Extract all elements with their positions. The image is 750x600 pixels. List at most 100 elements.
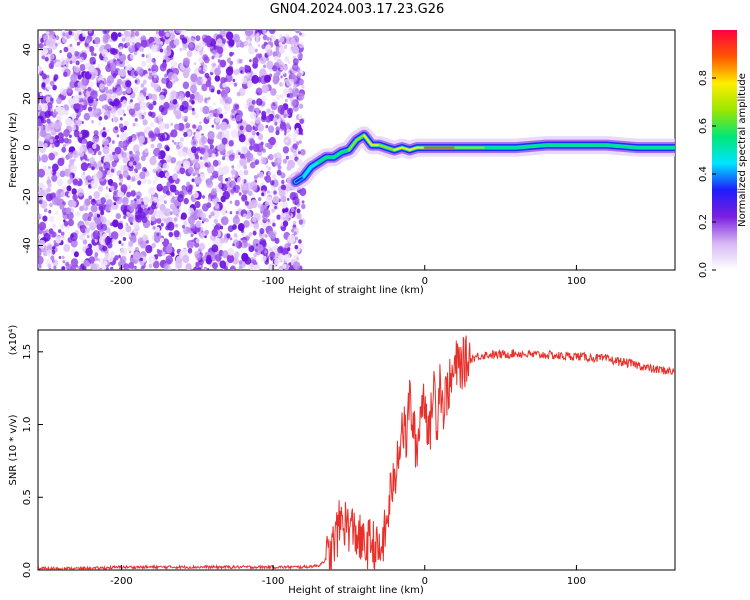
noise-speckle	[128, 161, 134, 167]
noise-speckle	[61, 235, 64, 239]
noise-speckle	[212, 201, 216, 206]
noise-speckle	[229, 200, 233, 204]
noise-speckle	[119, 68, 127, 78]
noise-speckle	[143, 111, 147, 116]
noise-speckle	[134, 246, 139, 252]
noise-speckle	[130, 190, 136, 197]
noise-speckle	[38, 264, 42, 269]
noise-speckle	[275, 130, 280, 136]
noise-speckle	[232, 78, 236, 82]
noise-speckle	[298, 41, 305, 49]
noise-speckle	[82, 171, 86, 175]
noise-speckle	[190, 84, 197, 94]
noise-speckle	[262, 34, 268, 41]
noise-speckle	[51, 192, 57, 199]
noise-speckle	[291, 227, 299, 236]
noise-speckle	[226, 123, 231, 129]
noise-speckle	[275, 126, 281, 132]
noise-speckle	[110, 107, 117, 114]
noise-speckle	[174, 123, 180, 130]
noise-speckle	[167, 102, 175, 111]
noise-speckle	[287, 159, 296, 169]
noise-speckle	[212, 224, 215, 228]
noise-speckle	[135, 162, 142, 170]
y-tick-label: 0.0	[22, 562, 33, 578]
noise-speckle	[248, 42, 253, 47]
noise-speckle	[103, 155, 111, 164]
noise-speckle	[55, 106, 60, 112]
noise-speckle	[99, 236, 107, 246]
noise-speckle	[138, 135, 145, 144]
noise-speckle	[38, 156, 41, 160]
noise-speckle	[65, 207, 72, 215]
noise-speckle	[46, 242, 53, 251]
noise-speckle	[208, 196, 211, 200]
y-tick-label: 40	[22, 43, 33, 56]
noise-speckle	[298, 219, 304, 225]
noise-speckle	[56, 115, 62, 122]
noise-speckle	[157, 162, 162, 167]
noise-speckle	[43, 43, 46, 47]
noise-speckle	[128, 203, 135, 212]
noise-speckle	[199, 156, 203, 160]
noise-speckle	[230, 169, 236, 176]
noise-speckle	[42, 86, 46, 91]
noise-speckle	[73, 33, 79, 40]
noise-speckle	[294, 245, 299, 250]
noise-speckle	[197, 267, 202, 270]
noise-speckle	[240, 145, 248, 155]
noise-speckle	[163, 263, 169, 270]
noise-speckle	[260, 115, 267, 123]
noise-speckle	[79, 133, 83, 138]
noise-speckle	[284, 56, 290, 62]
noise-speckle	[62, 260, 66, 264]
noise-speckle	[239, 41, 245, 48]
noise-speckle	[292, 45, 299, 55]
noise-speckle	[264, 234, 268, 238]
noise-speckle	[151, 44, 158, 53]
noise-speckle	[42, 165, 48, 171]
noise-speckle	[38, 117, 44, 127]
noise-speckle	[171, 95, 174, 100]
noise-speckle	[150, 122, 155, 128]
noise-speckle	[195, 252, 202, 261]
noise-speckle	[42, 215, 48, 222]
noise-speckle	[146, 53, 152, 59]
noise-speckle	[228, 39, 235, 47]
noise-speckle	[75, 211, 81, 217]
top-x-axis-label: Height of straight line (km)	[288, 285, 424, 296]
noise-speckle	[284, 139, 289, 144]
noise-speckle	[121, 33, 124, 37]
noise-speckle	[125, 86, 132, 94]
noise-speckle	[170, 122, 174, 127]
colorbar-tick-label: 0.6	[698, 118, 709, 134]
noise-speckle	[104, 236, 112, 245]
noise-speckle	[53, 77, 57, 82]
noise-speckle	[224, 111, 227, 115]
noise-speckle	[268, 125, 275, 133]
ridge-segment	[302, 166, 312, 178]
noise-speckle	[96, 199, 101, 204]
x-tick-label: 0	[422, 576, 428, 587]
x-tick-label: 100	[567, 576, 586, 587]
noise-speckle	[86, 158, 90, 162]
noise-speckle	[299, 140, 302, 144]
noise-speckle	[101, 49, 109, 58]
noise-speckle	[137, 207, 144, 214]
noise-speckle	[266, 60, 274, 70]
noise-speckle	[38, 247, 42, 257]
noise-speckle	[265, 57, 270, 62]
noise-speckle	[158, 94, 165, 102]
noise-speckle	[256, 143, 264, 153]
noise-speckle	[141, 53, 145, 58]
noise-speckle	[278, 189, 286, 197]
noise-speckle	[258, 197, 262, 202]
noise-speckle	[213, 113, 217, 117]
noise-speckle	[122, 170, 129, 178]
noise-speckle	[105, 186, 109, 190]
noise-speckle	[135, 150, 141, 157]
noise-speckle	[179, 167, 183, 172]
noise-speckle	[289, 155, 293, 160]
noise-speckle	[67, 151, 73, 159]
noise-speckle	[169, 184, 177, 193]
